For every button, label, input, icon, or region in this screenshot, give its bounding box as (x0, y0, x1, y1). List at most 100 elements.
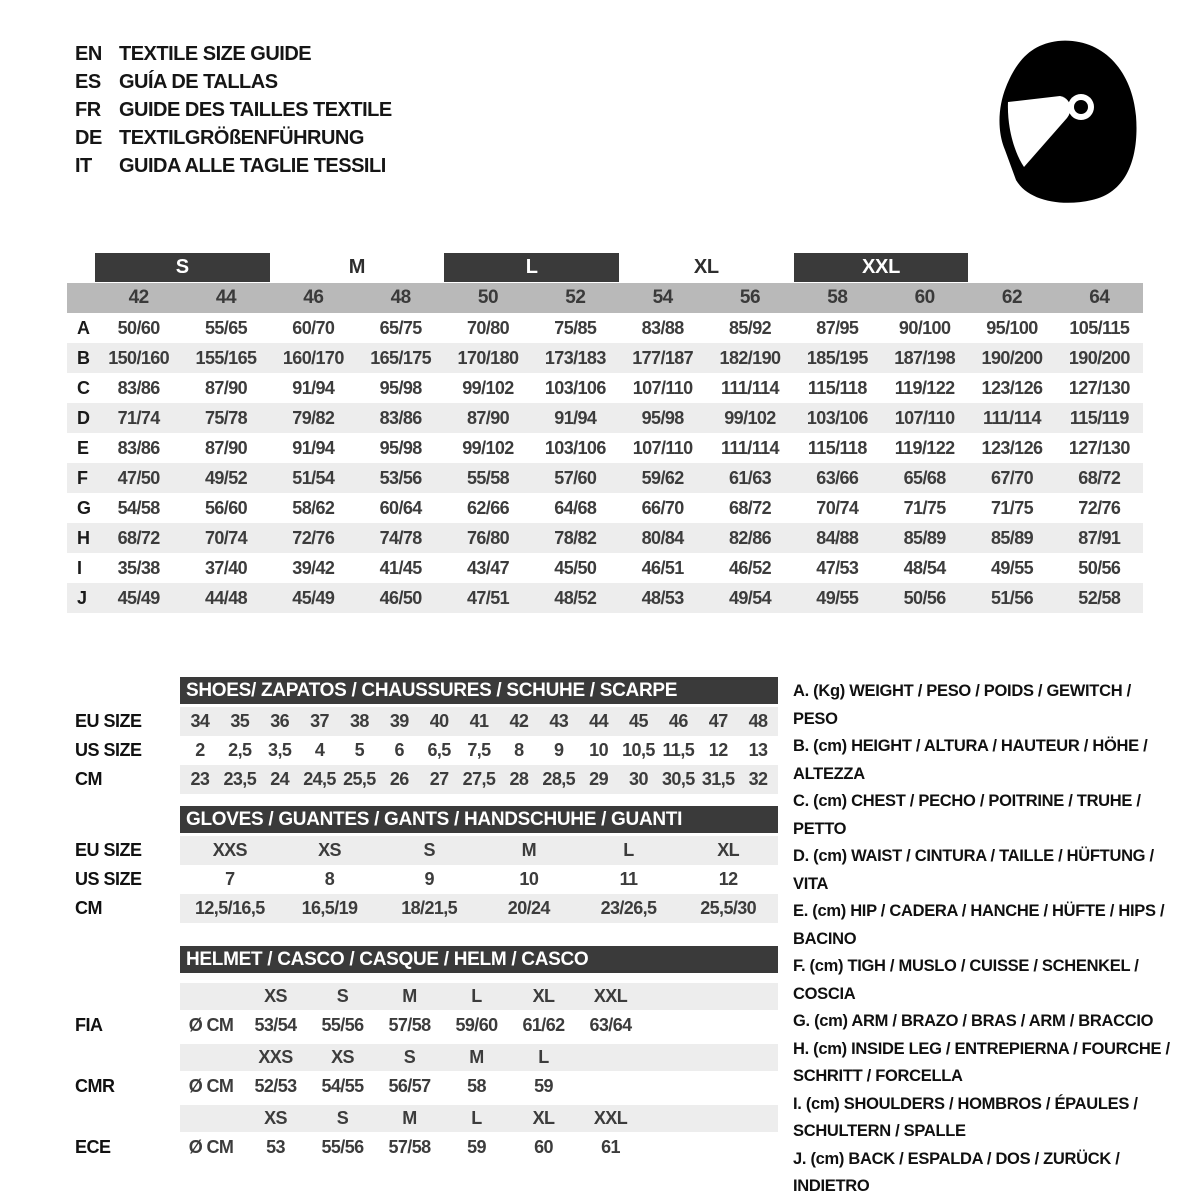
value-cell: 31,5 (701, 769, 735, 789)
helmet-size-header-cmr: XXS XS S M L (180, 1044, 778, 1071)
value-cell: 45/49 (117, 587, 161, 608)
legend-item: I. (cm) SHOULDERS / HOMBROS / ÉPAULES / … (793, 1094, 1138, 1141)
value-cell: 82/86 (728, 527, 772, 548)
legend-item: A. (Kg) WEIGHT / PESO / POIDS / GEWITCH … (793, 682, 1131, 728)
value-cell: 48/52 (554, 587, 597, 608)
language-label: TEXTILGRÖßENFÜHRUNG (119, 126, 364, 149)
value-cell: 49/55 (990, 557, 1034, 578)
value-cell: 39 (389, 711, 409, 731)
value-cell: 20/24 (507, 898, 551, 918)
helmet-size-header-fia: XS S M L XL XXL (180, 983, 778, 1010)
value-cell: M (521, 840, 537, 860)
value-cell: 119/122 (894, 437, 955, 458)
helmet-size-label: S (336, 986, 349, 1006)
value-cell: 28 (509, 769, 529, 789)
size-number: 64 (1089, 287, 1110, 308)
value-cell: 87/91 (1078, 527, 1121, 548)
value-cell: 115/118 (807, 437, 867, 458)
values-row: Ø CM 53/54 55/56 57/58 59/60 61/62 63/64 (180, 1010, 778, 1041)
row-label-I: I (77, 557, 83, 578)
value-cell: 119/122 (894, 377, 955, 398)
helmet-size-table: HELMET / CASCO / CASQUE / HELM / CASCO X… (67, 946, 778, 1163)
value-cell: 32 (748, 769, 768, 789)
value-cell: 8 (514, 740, 524, 760)
value-cell: 61/62 (522, 1015, 565, 1035)
measure-row-G: G 54/58 56/60 58/62 60/64 62/66 64/68 66/70 68/7… (67, 493, 1143, 523)
gloves-title: GLOVES / GUANTES / GANTS / HANDSCHUHE / … (180, 806, 778, 833)
value-cell: 71/74 (117, 407, 161, 428)
value-cell: 83/88 (641, 317, 685, 338)
value-cell: 85/89 (990, 527, 1034, 548)
helmet-size-label: M (402, 986, 417, 1006)
helmet-size-label: L (471, 986, 482, 1006)
language-code: DE (75, 126, 102, 149)
value-cell: 99/102 (462, 437, 514, 458)
measure-legend: A. (Kg) WEIGHT / PESO / POIDS / GEWITCH … (793, 678, 1171, 1200)
value-cell: 43 (549, 711, 569, 731)
language-code: ES (75, 70, 101, 93)
value-cell: 56/60 (204, 497, 248, 518)
value-cell: 7,5 (467, 740, 491, 760)
value-cell: 54/55 (321, 1076, 364, 1096)
row-label-G: G (77, 497, 92, 518)
value-cell: 26 (389, 769, 409, 789)
value-cell: 7 (225, 869, 235, 889)
helmet-size-label: XS (331, 1047, 354, 1067)
value-cell: 127/130 (1068, 437, 1130, 458)
value-cell: 49/54 (728, 587, 772, 608)
legend-item: C. (cm) CHEST / PECHO / POITRINE / TRUHE… (793, 792, 1141, 838)
value-cell: 76/80 (466, 527, 510, 548)
value-cell: 24,5 (303, 769, 336, 789)
value-cell: 115/118 (807, 377, 867, 398)
value-cell: 165/175 (370, 347, 432, 368)
value-cell: 37 (310, 711, 329, 731)
value-cell: 123/126 (981, 437, 1043, 458)
value-cell: 53 (266, 1137, 285, 1157)
values-row: Ø CM 53 55/56 57/58 59 60 61 (180, 1132, 778, 1163)
value-cell: 87/90 (204, 377, 248, 398)
value-cell: 72/76 (1078, 497, 1121, 518)
size-number: 60 (914, 287, 936, 308)
size-number-row: 42 44 46 48 50 52 54 56 58 60 62 64 (67, 283, 1143, 313)
value-cell: 43/47 (466, 557, 510, 578)
value-cell: 99/102 (462, 377, 514, 398)
value-cell: 25,5/30 (700, 898, 757, 918)
language-list: EN TEXTILE SIZE GUIDE ES GUÍA DE TALLAS FR GU… (75, 40, 392, 180)
values-row: XXS XS S M L XL (180, 836, 778, 865)
value-cell: 55/56 (321, 1015, 364, 1035)
value-cell: 177/187 (632, 347, 694, 368)
value-cell: 29 (589, 769, 608, 789)
values-row: Ø CM 52/53 54/55 56/57 58 59 (180, 1071, 778, 1102)
value-cell: 79/82 (292, 407, 335, 428)
value-cell: 8 (324, 869, 335, 889)
value-cell: 44/48 (204, 587, 248, 608)
value-cell: 63/66 (816, 467, 859, 488)
helmet-size-label: XL (532, 986, 555, 1006)
value-cell: 6 (394, 740, 405, 760)
value-cell: 115/119 (1069, 407, 1129, 428)
measure-row: EU SIZE XXS XS S M L XL (67, 836, 778, 865)
value-cell: 30 (629, 769, 648, 789)
value-cell: 27,5 (462, 769, 496, 789)
legend-item: J. (cm) BACK / ESPALDA / DOS / ZURÜCK / … (793, 1149, 1120, 1196)
value-cell: 23 (190, 769, 210, 789)
measure-row: US SIZE 7 8 9 10 11 12 (67, 865, 778, 894)
value-cell: 59/60 (455, 1015, 498, 1035)
spacer-cell (180, 983, 242, 1010)
measure-row: CM 23 23,5 24 24,5 25,5 26 27 27,5 28 28,5 29 30 30,5… (67, 765, 778, 794)
value-cell: 55/65 (204, 317, 248, 338)
value-cell: 16,5/19 (301, 898, 358, 918)
value-cell: 190/200 (1068, 347, 1130, 368)
value-cell: 62/66 (466, 497, 510, 518)
helmet-title: HELMET / CASCO / CASQUE / HELM / CASCO (180, 946, 778, 973)
value-cell: 48 (748, 711, 768, 731)
racing-helmet-icon (980, 36, 1140, 216)
value-cell: 190/200 (981, 347, 1043, 368)
value-cell: 55/58 (466, 467, 510, 488)
value-cell: 127/130 (1068, 377, 1130, 398)
value-cell: 155/165 (195, 347, 257, 368)
value-cell: 65/68 (903, 467, 947, 488)
size-group-xxl: XXL (793, 253, 969, 282)
row-label-E: E (77, 437, 90, 458)
value-cell: 47 (708, 711, 728, 731)
